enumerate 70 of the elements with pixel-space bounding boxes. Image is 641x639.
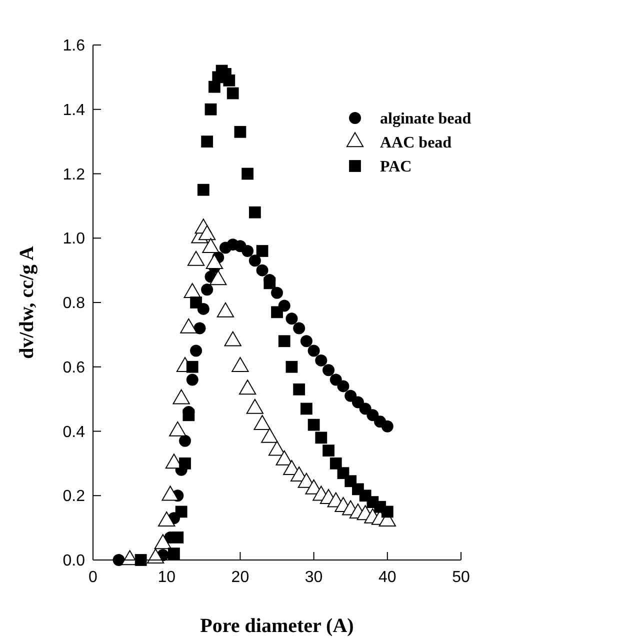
y-tick-label: 1.6 xyxy=(62,38,86,55)
point xyxy=(248,206,261,218)
point xyxy=(248,254,261,267)
point xyxy=(330,374,342,386)
y-tick-label: 0.6 xyxy=(62,359,86,376)
point xyxy=(300,335,312,348)
point xyxy=(381,420,394,432)
point xyxy=(308,418,320,431)
point xyxy=(337,380,350,392)
point xyxy=(293,383,306,396)
x-tick-label: 0 xyxy=(88,569,98,586)
point xyxy=(308,344,320,357)
point xyxy=(242,245,254,257)
point xyxy=(172,532,184,544)
point xyxy=(179,457,191,470)
y-axis-title: dv/dw, cc/g A xyxy=(16,246,38,359)
legend-label: AAC bead xyxy=(380,134,452,152)
point xyxy=(242,168,254,180)
point xyxy=(293,322,306,334)
point xyxy=(264,277,276,290)
point xyxy=(223,74,236,86)
y-tick-label: 0.4 xyxy=(62,424,86,441)
point xyxy=(179,434,191,447)
y-tick-label: 1.2 xyxy=(62,166,86,184)
x-tick-label: 40 xyxy=(378,569,396,586)
point xyxy=(134,554,147,566)
point xyxy=(286,360,298,373)
point xyxy=(322,364,335,376)
point xyxy=(352,396,364,408)
point xyxy=(175,506,188,518)
point xyxy=(286,312,298,325)
point xyxy=(300,402,312,415)
point xyxy=(204,103,217,116)
point xyxy=(190,344,202,357)
legend-label: PAC xyxy=(380,158,412,176)
point xyxy=(330,457,342,470)
point xyxy=(271,286,283,299)
x-tick-label: 50 xyxy=(452,569,470,586)
point xyxy=(234,126,246,138)
point xyxy=(322,444,334,457)
point xyxy=(190,296,202,308)
x-tick-label: 20 xyxy=(231,569,250,586)
point xyxy=(186,360,198,373)
x-tick-label: 30 xyxy=(304,569,323,586)
point xyxy=(182,409,195,422)
point xyxy=(226,87,239,100)
legend-label: alginate bead xyxy=(380,110,472,128)
point xyxy=(315,432,328,444)
point xyxy=(197,184,210,196)
point xyxy=(186,374,198,386)
point xyxy=(381,506,394,518)
x-axis-title: Pore diameter (A) xyxy=(200,615,354,637)
point xyxy=(168,548,180,560)
point xyxy=(315,354,328,366)
point xyxy=(359,402,372,415)
y-tick-label: 0.2 xyxy=(62,488,86,506)
y-tick-label: 0.8 xyxy=(62,295,86,312)
point xyxy=(256,264,268,276)
point xyxy=(201,284,214,296)
point xyxy=(201,136,214,148)
point xyxy=(271,306,283,318)
y-tick-label: 0.0 xyxy=(62,552,86,570)
y-tick-label: 1.0 xyxy=(62,230,86,248)
point xyxy=(278,335,290,348)
point xyxy=(194,322,206,334)
x-tick-label: 10 xyxy=(158,569,176,586)
point xyxy=(256,245,268,257)
point xyxy=(366,409,379,422)
y-tick-label: 1.4 xyxy=(62,102,86,119)
point xyxy=(344,390,357,402)
